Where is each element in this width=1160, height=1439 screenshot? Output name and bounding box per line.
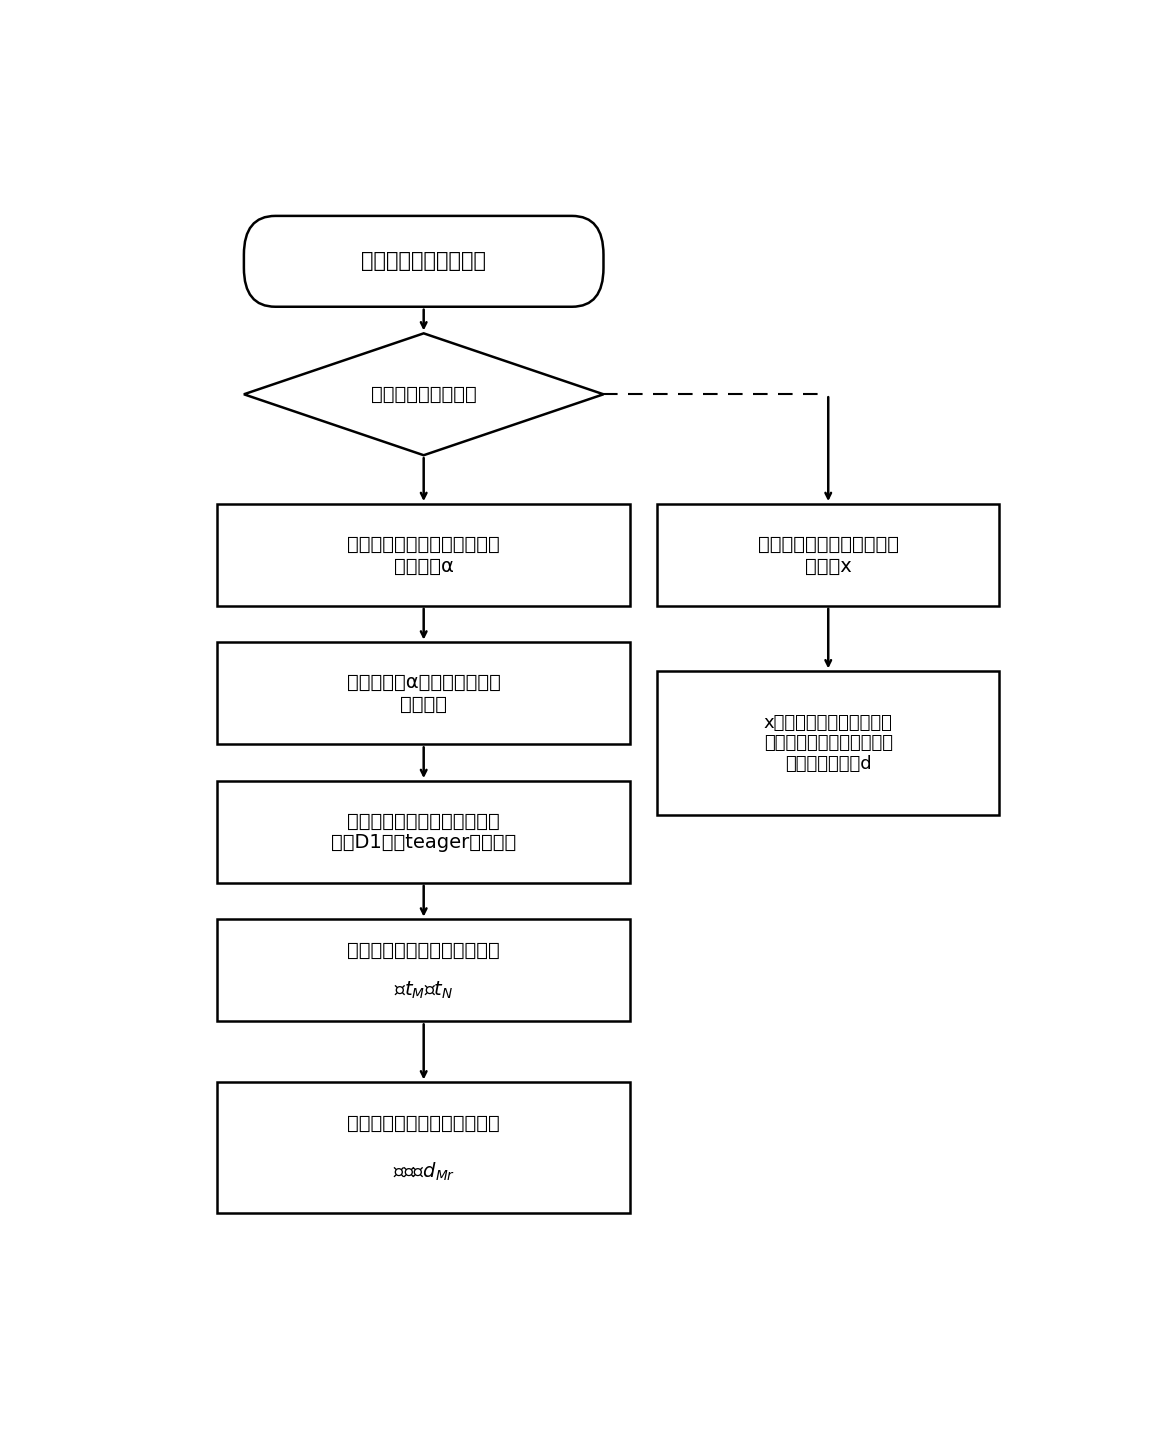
Text: 代入故障距离计算公式得到故: 代入故障距离计算公式得到故 [347, 1114, 500, 1132]
Bar [217, 781, 631, 884]
Bar [658, 504, 999, 606]
Text: 对三相电流信号进行解耦得到
线模分量α: 对三相电流信号进行解耦得到 线模分量α [347, 534, 500, 576]
Bar [217, 920, 631, 1022]
Bar [217, 504, 631, 606]
Text: 代入单端阻抗法公式计算故
障距离x: 代入单端阻抗法公式计算故 障距离x [757, 534, 899, 576]
Text: 得到行波波头到达测量端的时: 得到行波波头到达测量端的时 [347, 941, 500, 960]
Text: 故障指示器是否报警: 故障指示器是否报警 [371, 384, 477, 404]
Bar [217, 642, 631, 744]
Bar [217, 1082, 631, 1213]
FancyBboxPatch shape [244, 216, 603, 307]
Text: x减去该支路节点到测量端
的距离，即得到故障点到该
支路节点的距离d: x减去该支路节点到测量端 的距离，即得到故障点到该 支路节点的距离d [763, 714, 893, 773]
Polygon shape [244, 334, 603, 455]
Text: 对分解得到的第一个细节信号
分量D1进行teager能量计算: 对分解得到的第一个细节信号 分量D1进行teager能量计算 [331, 812, 516, 852]
Text: 间$t_M$和$t_N$: 间$t_M$和$t_N$ [394, 980, 454, 1002]
Text: 对线模分量α进行多分辨率奇
异值分解: 对线模分量α进行多分辨率奇 异值分解 [347, 673, 501, 714]
Bar [658, 671, 999, 816]
Text: 获取三相电压电流信号: 获取三相电压电流信号 [361, 252, 486, 272]
Text: 障距离$d_{Mr}$: 障距离$d_{Mr}$ [392, 1161, 455, 1183]
